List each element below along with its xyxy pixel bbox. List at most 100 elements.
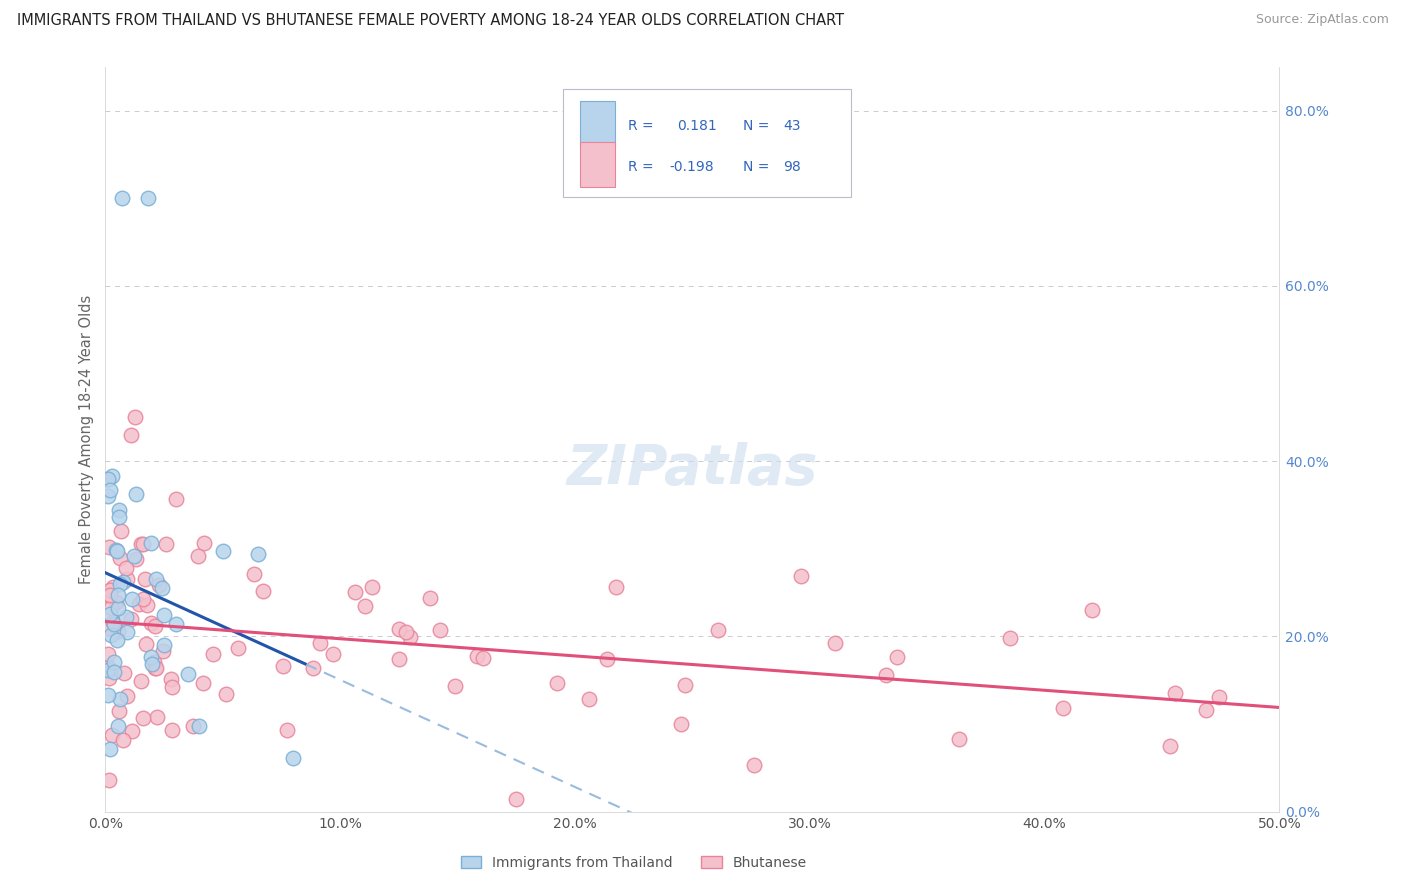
Point xyxy=(115,624,138,639)
Point xyxy=(129,673,152,688)
Point xyxy=(108,510,131,524)
Point xyxy=(100,628,122,642)
Point xyxy=(160,672,183,686)
Point xyxy=(187,549,209,564)
Point xyxy=(114,560,136,574)
Point xyxy=(143,656,166,670)
Point xyxy=(1208,690,1230,704)
Point xyxy=(100,728,122,742)
Point xyxy=(160,723,183,737)
Point xyxy=(276,723,298,737)
FancyBboxPatch shape xyxy=(564,89,851,197)
Point xyxy=(132,711,155,725)
Point xyxy=(309,636,332,650)
Point xyxy=(444,680,467,694)
Point xyxy=(283,751,305,765)
Point xyxy=(128,597,150,611)
Point xyxy=(110,524,132,539)
Point xyxy=(121,591,143,606)
Point xyxy=(103,665,125,680)
Point xyxy=(132,592,155,607)
Point xyxy=(108,551,131,566)
Point xyxy=(247,547,270,561)
Point xyxy=(105,542,128,557)
Point xyxy=(395,624,418,639)
Point xyxy=(145,661,167,675)
Point xyxy=(148,578,170,592)
FancyBboxPatch shape xyxy=(579,142,614,186)
Point xyxy=(107,719,129,733)
Point xyxy=(108,691,131,706)
Point xyxy=(1195,703,1218,717)
Point xyxy=(160,681,183,695)
Point xyxy=(165,617,187,632)
Point xyxy=(183,718,205,732)
Point xyxy=(101,580,124,594)
Point xyxy=(145,573,167,587)
Point xyxy=(132,537,155,551)
Point xyxy=(153,607,176,622)
Point xyxy=(97,588,120,602)
Legend: Immigrants from Thailand, Bhutanese: Immigrants from Thailand, Bhutanese xyxy=(456,850,813,876)
Point xyxy=(344,585,367,599)
Point xyxy=(228,640,250,655)
Point xyxy=(125,487,148,501)
FancyBboxPatch shape xyxy=(579,101,614,146)
Point xyxy=(322,648,344,662)
Point xyxy=(546,676,568,690)
Text: N =: N = xyxy=(742,161,769,175)
Point xyxy=(112,732,135,747)
Point xyxy=(742,757,765,772)
Point xyxy=(125,552,148,566)
Point xyxy=(886,649,908,664)
Point xyxy=(107,704,129,718)
Point xyxy=(150,581,173,595)
Point xyxy=(1000,631,1022,645)
Point xyxy=(101,615,124,630)
Point xyxy=(1080,603,1102,617)
Point xyxy=(98,540,121,554)
Text: ZIPatlas: ZIPatlas xyxy=(567,442,818,496)
Point xyxy=(242,566,264,581)
Point xyxy=(97,688,120,702)
Point xyxy=(103,616,125,631)
Point xyxy=(97,671,120,685)
Point xyxy=(211,544,233,558)
Point xyxy=(1052,701,1074,715)
Point xyxy=(824,636,846,650)
Point xyxy=(188,719,211,733)
Point xyxy=(948,732,970,747)
Y-axis label: Female Poverty Among 18-24 Year Olds: Female Poverty Among 18-24 Year Olds xyxy=(79,294,94,584)
Point xyxy=(97,472,120,486)
Point xyxy=(129,537,152,551)
Point xyxy=(103,655,125,669)
Point xyxy=(388,652,411,666)
Point xyxy=(790,569,813,583)
Point xyxy=(707,623,730,637)
Point xyxy=(155,537,177,551)
Point xyxy=(107,624,129,638)
Point xyxy=(669,716,692,731)
Point xyxy=(143,618,166,632)
Point xyxy=(139,649,162,664)
Point xyxy=(98,483,121,497)
Point xyxy=(505,791,527,805)
Point xyxy=(120,612,142,626)
Point xyxy=(271,659,294,673)
Point xyxy=(419,591,441,605)
Point xyxy=(139,616,162,631)
Point xyxy=(97,621,120,635)
Point xyxy=(875,668,897,682)
Point xyxy=(152,643,174,657)
Point xyxy=(110,577,132,591)
Text: -0.198: -0.198 xyxy=(669,161,714,175)
Text: R =: R = xyxy=(628,161,654,175)
Point xyxy=(122,549,145,563)
Point xyxy=(135,637,157,651)
Point xyxy=(107,503,129,517)
Point xyxy=(101,468,124,483)
Point xyxy=(107,601,129,615)
Point xyxy=(143,661,166,675)
Point xyxy=(115,573,138,587)
Point xyxy=(117,689,139,703)
